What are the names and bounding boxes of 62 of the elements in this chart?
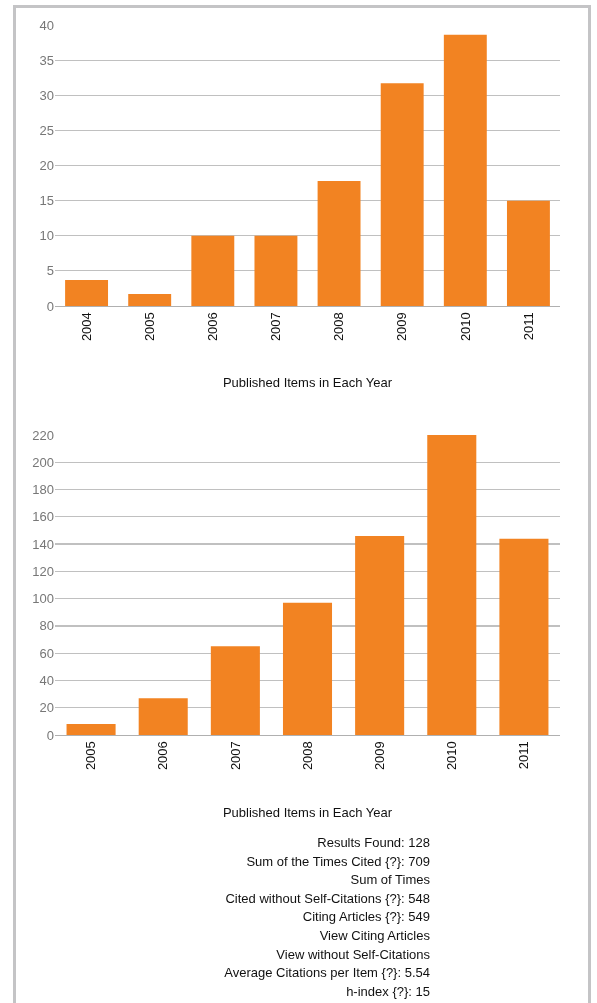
y-tick-label: 180	[32, 482, 54, 498]
text: h-index {?}: 15	[345, 982, 430, 1001]
y-tick-label: 160	[32, 509, 54, 525]
y-tick-label: 140	[32, 536, 54, 552]
text: Sum of Times	[349, 871, 430, 890]
x-axis-title: Published Items in Each Year	[222, 804, 393, 820]
x-tick-label: 2007	[227, 741, 243, 771]
bar	[210, 646, 260, 735]
x-tick-label: 2008	[331, 312, 347, 342]
text: Average Citations per Item {?}: 5.54	[223, 964, 430, 983]
y-tick-label: 20	[39, 700, 54, 716]
x-tick-label: 2009	[394, 312, 410, 342]
text: Cited without Self-Citations {?}: 548	[224, 889, 430, 908]
y-tick-label: 15	[39, 193, 54, 209]
x-tick-label: 2004	[78, 312, 94, 342]
x-tick-label: 2005	[141, 312, 157, 342]
text: View Citing Articles	[318, 926, 430, 945]
bar	[128, 294, 172, 306]
y-tick-label: 0	[46, 298, 54, 314]
y-tick-label: 60	[39, 645, 54, 661]
text: Sum of the Times Cited {?}: 709	[245, 852, 430, 871]
y-tick-label: 0	[46, 727, 54, 743]
bar	[355, 535, 405, 735]
x-tick-label: 2010	[457, 312, 473, 342]
x-tick-label: 2011	[520, 312, 536, 341]
y-tick-label: 40	[39, 17, 54, 33]
y-tick-label: 5	[46, 263, 54, 279]
x-tick-label: 2006	[205, 312, 221, 342]
y-tick-label: 120	[32, 563, 54, 579]
y-tick-label: 10	[39, 228, 54, 244]
bar	[317, 180, 361, 306]
x-tick-label: 2007	[268, 312, 284, 342]
y-tick-label: 220	[32, 427, 54, 443]
bar	[254, 235, 298, 306]
x-tick-label: 2005	[83, 741, 99, 771]
bar	[66, 724, 116, 735]
bar	[443, 34, 487, 306]
x-tick-label: 2010	[444, 741, 460, 771]
bar	[191, 235, 235, 306]
x-tick-label: 2006	[155, 741, 171, 771]
y-tick-label: 25	[39, 122, 54, 138]
text: Results Found: 128	[316, 834, 430, 852]
bar	[506, 200, 550, 306]
bar	[282, 602, 333, 735]
bar	[499, 538, 549, 735]
y-tick-label: 20	[39, 158, 54, 174]
y-tick-label: 80	[39, 618, 54, 634]
bar	[65, 280, 109, 306]
x-tick-label: 2008	[299, 741, 315, 771]
text: Citing Articles {?}: 549	[301, 908, 430, 927]
x-tick-label: 2011	[516, 741, 532, 770]
y-tick-label: 200	[32, 454, 54, 470]
text: View without Self-Citations	[275, 945, 430, 964]
bar	[138, 698, 188, 735]
y-tick-label: 40	[39, 673, 54, 688]
bar	[427, 435, 477, 735]
y-tick-label: 35	[39, 52, 54, 68]
y-tick-label: 100	[32, 591, 54, 607]
x-axis-title: Published Items in Each Year	[222, 375, 393, 390]
y-tick-label: 30	[39, 87, 54, 103]
x-tick-label: 2009	[371, 741, 387, 771]
bar	[380, 83, 424, 306]
